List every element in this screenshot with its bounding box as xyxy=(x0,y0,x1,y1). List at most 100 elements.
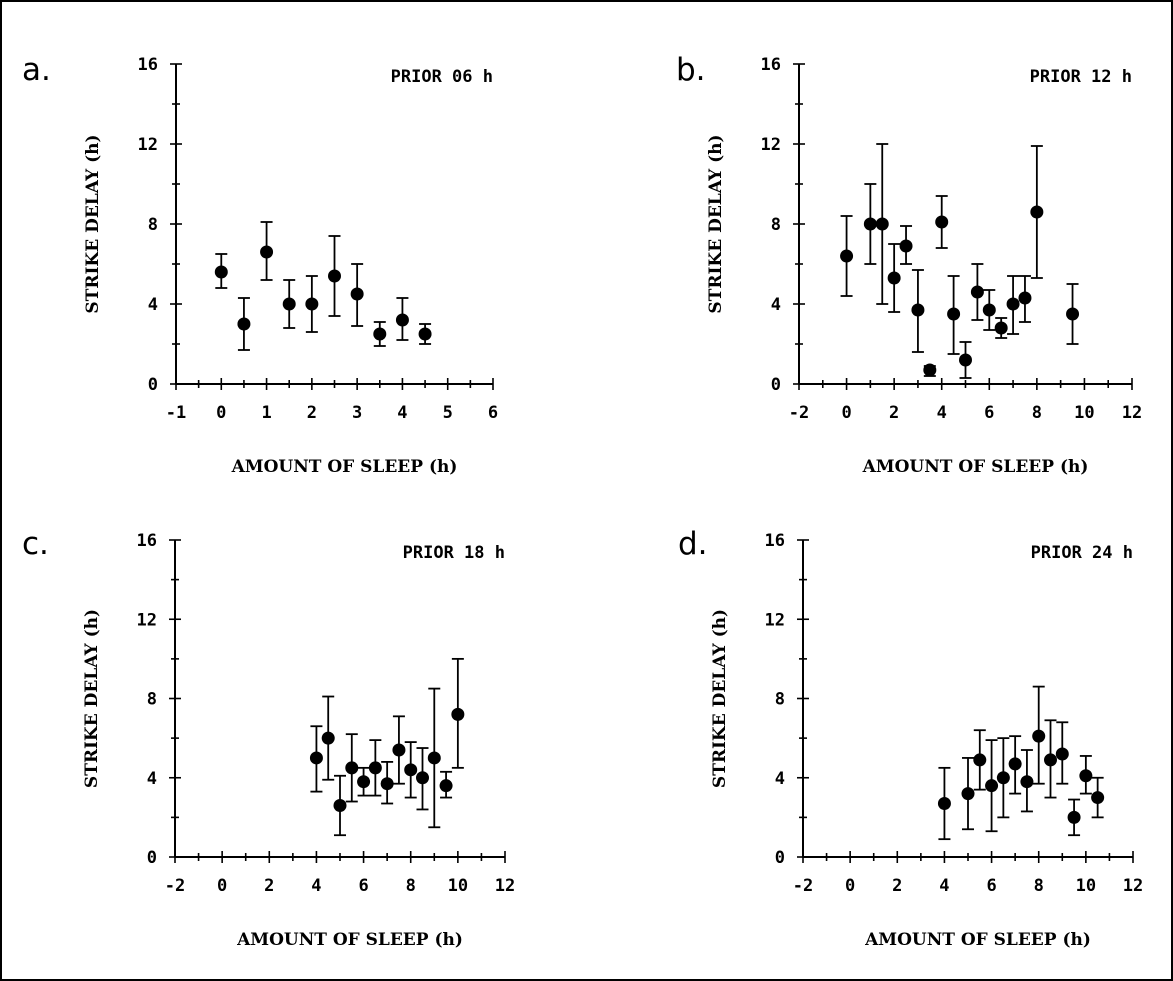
data-point xyxy=(1006,297,1020,311)
data-point xyxy=(1008,757,1022,771)
panel-letter: a. xyxy=(22,52,51,88)
y-tick-label: 16 xyxy=(137,531,157,551)
y-tick-label: 12 xyxy=(138,135,158,155)
data-point xyxy=(947,307,961,321)
panel-title: PRIOR 12 h xyxy=(1030,67,1132,87)
data-point xyxy=(309,751,323,765)
data-point xyxy=(1032,729,1046,743)
chart-panel-2: b. PRIOR 12 h 0 4 8 12 16 -2 0 2 4 6 8 10 12 AMOUNT OF … xyxy=(676,52,1142,477)
x-tick-label: 0 xyxy=(845,876,855,896)
x-tick-label: 10 xyxy=(1074,403,1094,423)
data-point xyxy=(863,217,877,231)
data-point xyxy=(418,327,432,341)
x-tick-label: 2 xyxy=(264,876,274,896)
data-point xyxy=(345,761,359,775)
data-point xyxy=(1079,769,1093,783)
x-tick-label: 0 xyxy=(216,403,226,423)
y-tick-label: 0 xyxy=(147,848,157,868)
data-point xyxy=(935,215,949,229)
data-point xyxy=(1066,307,1080,321)
data-point xyxy=(416,771,429,785)
y-tick-label: 12 xyxy=(765,610,785,630)
data-point xyxy=(973,753,987,767)
panel-title: PRIOR 24 h xyxy=(1031,543,1133,563)
y-axis-title: STRIKE DELAY (h) xyxy=(82,609,102,788)
data-point xyxy=(357,775,371,789)
data-point xyxy=(333,798,347,812)
x-tick-label: 12 xyxy=(495,876,515,896)
panel-title: PRIOR 18 h xyxy=(403,543,505,563)
y-tick-label: 4 xyxy=(775,769,785,789)
y-tick-label: 4 xyxy=(771,295,781,315)
data-point xyxy=(923,363,937,377)
x-tick-label: 2 xyxy=(307,403,317,423)
y-tick-label: 0 xyxy=(148,375,158,395)
x-axis-title: AMOUNT OF SLEEP (h) xyxy=(236,930,463,950)
x-tick-label: 2 xyxy=(889,403,899,423)
x-tick-label: 8 xyxy=(1032,403,1042,423)
data-point xyxy=(305,297,319,311)
y-axis-title: STRIKE DELAY (h) xyxy=(710,609,730,788)
chart-panel-3: c. PRIOR 18 h 0 4 8 12 16 -2 0 2 4 6 8 10 12 AMOUNT OF … xyxy=(22,526,515,950)
data-point xyxy=(961,787,975,801)
data-point xyxy=(1018,291,1032,305)
data-point xyxy=(404,763,418,777)
data-point xyxy=(214,265,228,279)
panel-letter: d. xyxy=(678,526,708,562)
data-point xyxy=(970,285,984,299)
x-tick-label: 12 xyxy=(1122,403,1142,423)
data-point xyxy=(911,303,925,317)
data-point xyxy=(1055,747,1069,761)
x-tick-label: 4 xyxy=(397,403,407,423)
data-point xyxy=(982,303,996,317)
y-axis-title: STRIKE DELAY (h) xyxy=(706,134,726,313)
x-tick-label: 12 xyxy=(1123,876,1143,896)
panel-title: PRIOR 06 h xyxy=(391,67,493,87)
data-point xyxy=(996,771,1010,785)
data-point xyxy=(321,731,335,745)
panel-letter: b. xyxy=(676,52,706,88)
y-tick-label: 8 xyxy=(775,690,785,710)
x-tick-label: -2 xyxy=(789,403,809,423)
x-axis-title: AMOUNT OF SLEEP (h) xyxy=(862,457,1089,477)
y-tick-label: 0 xyxy=(771,375,781,395)
x-tick-label: 0 xyxy=(217,876,227,896)
x-tick-label: 6 xyxy=(984,403,994,423)
y-tick-label: 4 xyxy=(147,769,157,789)
x-tick-label: -1 xyxy=(166,403,186,423)
x-axis-title: AMOUNT OF SLEEP (h) xyxy=(231,457,458,477)
y-tick-label: 8 xyxy=(147,690,157,710)
y-tick-label: 12 xyxy=(137,610,157,630)
x-tick-label: 1 xyxy=(261,403,271,423)
x-tick-label: 10 xyxy=(448,876,468,896)
x-tick-label: 6 xyxy=(488,403,498,423)
data-point xyxy=(1067,810,1081,824)
data-point xyxy=(994,321,1008,335)
data-point xyxy=(260,245,274,259)
x-tick-label: 4 xyxy=(939,876,949,896)
x-tick-label: -2 xyxy=(793,876,813,896)
data-point xyxy=(451,707,465,721)
y-tick-label: 16 xyxy=(765,531,785,551)
x-tick-label: 0 xyxy=(841,403,851,423)
data-point xyxy=(937,797,951,811)
x-axis-title: AMOUNT OF SLEEP (h) xyxy=(864,930,1091,950)
data-point xyxy=(380,777,394,791)
data-point xyxy=(395,313,409,327)
data-point xyxy=(985,779,999,793)
y-tick-label: 12 xyxy=(761,135,781,155)
y-tick-label: 4 xyxy=(148,295,158,315)
data-point xyxy=(373,327,387,341)
data-point xyxy=(392,743,406,757)
data-point xyxy=(368,761,382,775)
x-tick-label: 6 xyxy=(986,876,996,896)
data-point xyxy=(1044,753,1057,767)
x-tick-label: 4 xyxy=(311,876,321,896)
chart-panel-4: d. PRIOR 24 h 0 4 8 12 16 -2 0 2 4 6 8 10 12 AMOUNT OF … xyxy=(678,526,1143,950)
y-tick-label: 8 xyxy=(148,215,158,235)
data-point xyxy=(1030,205,1044,219)
data-point xyxy=(840,249,854,263)
panel-letter: c. xyxy=(22,526,49,562)
